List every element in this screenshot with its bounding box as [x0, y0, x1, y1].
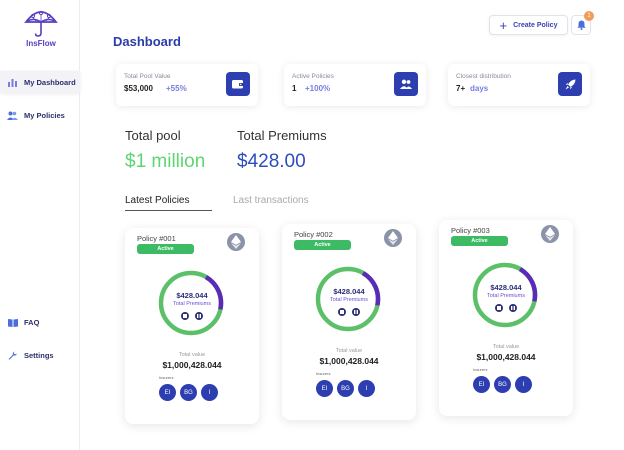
stat-delta: days	[470, 84, 489, 93]
sidebar-item-label: My Policies	[24, 110, 65, 120]
sidebar: InsFlow My Dashboard My Policies FAQ Set…	[0, 0, 80, 450]
total-pool-label: Total pool	[125, 128, 181, 143]
status-badge: Active	[137, 244, 194, 254]
insurer-avatar[interactable]: I	[358, 380, 375, 397]
stat-value: 1	[292, 84, 297, 93]
policy-title: Policy #002	[294, 230, 333, 239]
users-icon	[394, 72, 418, 96]
create-policy-button[interactable]: + Create Policy	[489, 15, 568, 35]
notification-count-badge: 1	[584, 11, 594, 21]
stop-button[interactable]	[338, 308, 346, 316]
stop-button[interactable]	[495, 304, 503, 312]
premium-label: Total Premiums	[173, 301, 211, 307]
pause-icon	[197, 314, 201, 318]
tab-last-transactions[interactable]: Last transactions	[233, 195, 309, 206]
premium-donut-chart	[158, 270, 224, 336]
pause-icon	[354, 310, 358, 314]
stat-label: Active Policies	[292, 73, 334, 80]
insurer-avatar[interactable]: I	[515, 376, 532, 393]
total-pool-value: $1 million	[125, 151, 206, 172]
sidebar-item-label: Settings	[24, 350, 54, 360]
premium-amount: $428.044	[176, 291, 208, 300]
stat-delta: +100%	[305, 84, 331, 93]
umbrella-logo-icon	[24, 10, 58, 37]
page-title: Dashboard	[113, 34, 181, 49]
insurers-label: Insurers	[316, 371, 331, 376]
stat-delta: +55%	[166, 84, 187, 93]
insurer-avatar[interactable]: I	[201, 384, 218, 401]
stat-label: Closest distribution	[456, 73, 511, 80]
ethereum-icon	[227, 233, 245, 251]
premium-donut-chart	[315, 266, 381, 332]
sidebar-item-label: FAQ	[24, 317, 40, 327]
status-badge: Active	[451, 236, 508, 246]
total-value: $1,000,428.044	[319, 356, 379, 366]
wrench-icon	[7, 350, 18, 361]
insurer-avatar[interactable]: EI	[316, 380, 333, 397]
active-tab-indicator	[125, 210, 212, 211]
insurers-label: Insurers	[473, 367, 488, 372]
plus-icon: +	[499, 17, 508, 33]
insurer-avatar[interactable]: BG	[180, 384, 197, 401]
premium-label: Total Premiums	[487, 293, 525, 299]
ethereum-icon	[541, 225, 559, 243]
stat-card-total-pool-value: Total Pool Value $53,000 +55%	[116, 64, 258, 106]
policy-card[interactable]: Policy #001 Active $428.044 Total Premiu…	[125, 228, 259, 424]
sidebar-item-my-dashboard[interactable]: My Dashboard	[0, 71, 80, 93]
rocket-icon	[558, 72, 582, 96]
pause-button[interactable]	[509, 304, 517, 312]
app-name: InsFlow	[26, 39, 56, 48]
premium-amount: $428.044	[333, 287, 365, 296]
stat-value: 7+	[456, 84, 466, 93]
tab-latest-policies[interactable]: Latest Policies	[125, 195, 190, 206]
sidebar-item-settings[interactable]: Settings	[0, 344, 80, 366]
policy-title: Policy #001	[137, 234, 176, 243]
status-badge: Active	[294, 240, 351, 250]
insurer-avatar[interactable]: BG	[494, 376, 511, 393]
total-value: $1,000,428.044	[476, 352, 536, 362]
sidebar-item-faq[interactable]: FAQ	[0, 311, 80, 333]
policy-card[interactable]: Policy #003 Active $428.044 Total Premiu…	[439, 220, 573, 416]
total-value-label: Total value	[492, 344, 520, 350]
sidebar-item-label: My Dashboard	[24, 77, 76, 87]
insurer-avatar[interactable]: EI	[473, 376, 490, 393]
bell-icon	[576, 20, 586, 30]
pause-button[interactable]	[195, 312, 203, 320]
stat-label: Total Pool Value	[124, 73, 171, 80]
total-value-label: Total value	[178, 352, 206, 358]
ethereum-icon	[384, 229, 402, 247]
stat-value: $53,000	[124, 84, 153, 93]
total-premiums-label: Total Premiums	[237, 128, 327, 143]
sidebar-item-my-policies[interactable]: My Policies	[0, 104, 80, 126]
insurers-label: Insurers	[159, 375, 174, 380]
policy-card[interactable]: Policy #002 Active $428.044 Total Premiu…	[282, 224, 416, 420]
stop-icon	[340, 310, 344, 314]
premium-label: Total Premiums	[330, 297, 368, 303]
users-icon	[7, 110, 18, 121]
total-value: $1,000,428.044	[162, 360, 222, 370]
pause-button[interactable]	[352, 308, 360, 316]
wallet-icon	[226, 72, 250, 96]
insurer-avatar[interactable]: EI	[159, 384, 176, 401]
pause-icon	[511, 306, 515, 310]
stop-icon	[497, 306, 501, 310]
premium-donut-chart	[472, 262, 538, 328]
policy-title: Policy #003	[451, 226, 490, 235]
stop-button[interactable]	[181, 312, 189, 320]
bar-chart-icon	[7, 77, 18, 88]
book-icon	[7, 317, 18, 328]
stat-card-active-policies: Active Policies 1 +100%	[284, 64, 426, 106]
total-value-label: Total value	[335, 348, 363, 354]
create-policy-label: Create Policy	[513, 21, 558, 29]
stop-icon	[183, 314, 187, 318]
premium-amount: $428.044	[490, 283, 522, 292]
app-logo[interactable]: InsFlow	[19, 8, 63, 54]
stat-card-closest-distribution: Closest distribution 7+ days	[448, 64, 590, 106]
total-premiums-value: $428.00	[237, 151, 306, 172]
insurer-avatar[interactable]: BG	[337, 380, 354, 397]
